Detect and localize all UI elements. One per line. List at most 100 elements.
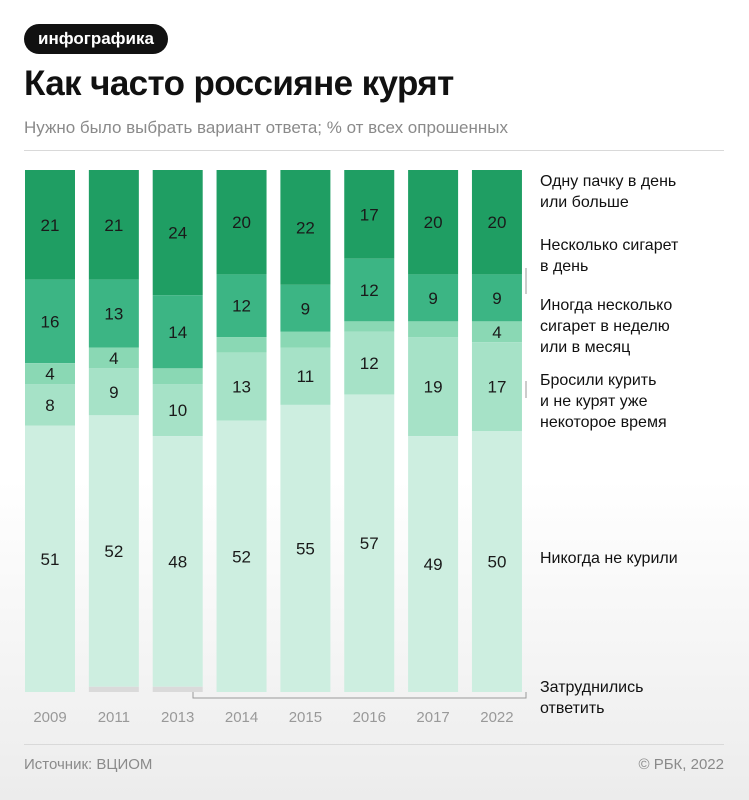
category-badge: инфографика bbox=[24, 24, 168, 54]
data-label-few-daily-2009: 16 bbox=[41, 312, 60, 331]
bar-segment-occasional-2009 bbox=[25, 363, 75, 385]
legend-label-quit: Бросили курить и не курят уже некоторое … bbox=[540, 372, 667, 431]
data-label-occasional-2022: 4 bbox=[492, 323, 501, 342]
bar-segment-occasional-2017 bbox=[408, 321, 459, 338]
x-tick-label-2015: 2015 bbox=[289, 709, 322, 726]
top-divider bbox=[24, 150, 724, 151]
bar-segment-pack-2014 bbox=[216, 170, 267, 275]
bar-segment-few-daily-2015 bbox=[280, 284, 331, 332]
data-label-few-daily-2015: 9 bbox=[301, 299, 310, 318]
source-note: Источник: ВЦИОМ bbox=[24, 756, 153, 773]
bottom-divider bbox=[24, 744, 724, 745]
data-label-pack-2014: 20 bbox=[232, 213, 251, 232]
bar-segment-pack-2016 bbox=[344, 170, 395, 259]
data-label-never-2022: 50 bbox=[487, 553, 506, 572]
data-label-pack-2022: 20 bbox=[487, 213, 506, 232]
copyright-note: © РБК, 2022 bbox=[638, 756, 724, 773]
data-label-quit-2013: 10 bbox=[168, 401, 187, 420]
bar-segment-undecided-2011 bbox=[88, 686, 139, 692]
data-label-never-2016: 57 bbox=[360, 534, 379, 553]
data-label-quit-2017: 19 bbox=[424, 378, 443, 397]
bar-segment-never-2015 bbox=[280, 404, 331, 692]
data-label-few-daily-2017: 9 bbox=[428, 289, 437, 308]
data-label-pack-2009: 21 bbox=[41, 216, 60, 235]
bar-segment-quit-2022 bbox=[471, 342, 522, 431]
bar-segment-never-2013 bbox=[152, 436, 203, 687]
data-label-never-2015: 55 bbox=[296, 539, 315, 558]
legend-label-never: Никогда не курили bbox=[540, 550, 678, 567]
data-label-never-2014: 52 bbox=[232, 547, 251, 566]
data-label-few-daily-2011: 13 bbox=[104, 305, 123, 324]
bar-segment-quit-2009 bbox=[25, 384, 75, 426]
x-tick-label-2016: 2016 bbox=[353, 709, 386, 726]
x-tick-label-2009: 2009 bbox=[33, 709, 66, 726]
x-tick-label-2017: 2017 bbox=[416, 709, 449, 726]
bar-segment-occasional-2022 bbox=[471, 321, 522, 343]
page-title: Как часто россияне курят bbox=[24, 64, 454, 103]
bar-segment-quit-2014 bbox=[216, 352, 267, 421]
bar-segment-few-daily-2009 bbox=[25, 279, 75, 364]
data-label-pack-2015: 22 bbox=[296, 218, 315, 237]
data-label-quit-2016: 12 bbox=[360, 354, 379, 373]
bar-segment-few-daily-2011 bbox=[88, 279, 139, 348]
bar-segment-few-daily-2013 bbox=[152, 295, 203, 369]
bar-segment-pack-2022 bbox=[471, 170, 522, 275]
bar-segment-quit-2016 bbox=[344, 331, 395, 395]
legend-label-undecided: Затруднились ответить bbox=[540, 679, 644, 717]
bar-segment-never-2022 bbox=[471, 431, 522, 692]
data-label-pack-2013: 24 bbox=[168, 224, 187, 243]
bar-segment-few-daily-2016 bbox=[344, 258, 395, 322]
bar-segment-occasional-2015 bbox=[280, 331, 331, 348]
bar-segment-pack-2013 bbox=[152, 170, 203, 296]
bar-segment-occasional-2013 bbox=[152, 368, 203, 385]
bar-segment-few-daily-2017 bbox=[408, 274, 459, 322]
x-tick-label-2013: 2013 bbox=[161, 709, 194, 726]
data-label-few-daily-2014: 12 bbox=[232, 297, 251, 316]
bar-segment-quit-2015 bbox=[280, 347, 331, 405]
legend-label-occasional: Иногда несколько сигарет в неделю или в … bbox=[540, 297, 673, 356]
data-label-quit-2015: 11 bbox=[297, 367, 315, 386]
data-label-few-daily-2016: 12 bbox=[360, 281, 379, 300]
bar-segment-never-2016 bbox=[344, 394, 395, 692]
legend-connector-undecided bbox=[192, 692, 527, 699]
bar-segment-never-2014 bbox=[216, 420, 267, 692]
bar-segment-pack-2015 bbox=[280, 170, 331, 285]
bar-segment-quit-2013 bbox=[152, 384, 203, 437]
data-label-never-2009: 51 bbox=[41, 550, 60, 569]
legend-label-pack: Одну пачку в день или больше bbox=[540, 173, 677, 211]
bar-segment-occasional-2016 bbox=[344, 321, 395, 332]
bar-segment-pack-2011 bbox=[88, 170, 139, 280]
data-label-never-2011: 52 bbox=[104, 542, 123, 561]
bar-segment-pack-2009 bbox=[25, 170, 75, 280]
data-label-never-2017: 49 bbox=[424, 555, 443, 574]
data-label-pack-2011: 21 bbox=[104, 216, 123, 235]
x-tick-label-2011: 2011 bbox=[98, 709, 130, 726]
chart-subtitle: Нужно было выбрать вариант ответа; % от … bbox=[24, 118, 508, 137]
data-label-quit-2022: 17 bbox=[487, 378, 506, 397]
bar-segment-occasional-2011 bbox=[88, 347, 139, 369]
bar-segment-undecided-2013 bbox=[152, 686, 203, 692]
x-tick-label-2022: 2022 bbox=[480, 709, 513, 726]
data-label-occasional-2011: 4 bbox=[109, 349, 118, 368]
data-label-quit-2014: 13 bbox=[232, 378, 251, 397]
data-label-few-daily-2013: 14 bbox=[168, 323, 187, 342]
bar-segment-quit-2011 bbox=[88, 368, 139, 416]
data-label-few-daily-2022: 9 bbox=[492, 289, 501, 308]
bar-segment-quit-2017 bbox=[408, 337, 459, 437]
bar-segment-never-2009 bbox=[25, 425, 75, 692]
bar-segment-few-daily-2022 bbox=[471, 274, 522, 322]
bar-segment-pack-2017 bbox=[408, 170, 459, 275]
data-label-pack-2017: 20 bbox=[424, 213, 443, 232]
data-label-quit-2009: 8 bbox=[45, 396, 54, 415]
bar-segment-occasional-2014 bbox=[216, 337, 267, 353]
bar-segment-few-daily-2014 bbox=[216, 274, 267, 338]
bar-segment-never-2011 bbox=[88, 415, 139, 687]
x-tick-label-2014: 2014 bbox=[225, 709, 258, 726]
data-label-quit-2011: 9 bbox=[109, 383, 118, 402]
data-label-pack-2016: 17 bbox=[360, 205, 379, 224]
bar-segment-never-2017 bbox=[408, 436, 459, 692]
data-label-occasional-2009: 4 bbox=[45, 365, 54, 384]
data-label-never-2013: 48 bbox=[168, 553, 187, 572]
legend-label-few-daily: Несколько сигарет в день bbox=[540, 237, 679, 275]
